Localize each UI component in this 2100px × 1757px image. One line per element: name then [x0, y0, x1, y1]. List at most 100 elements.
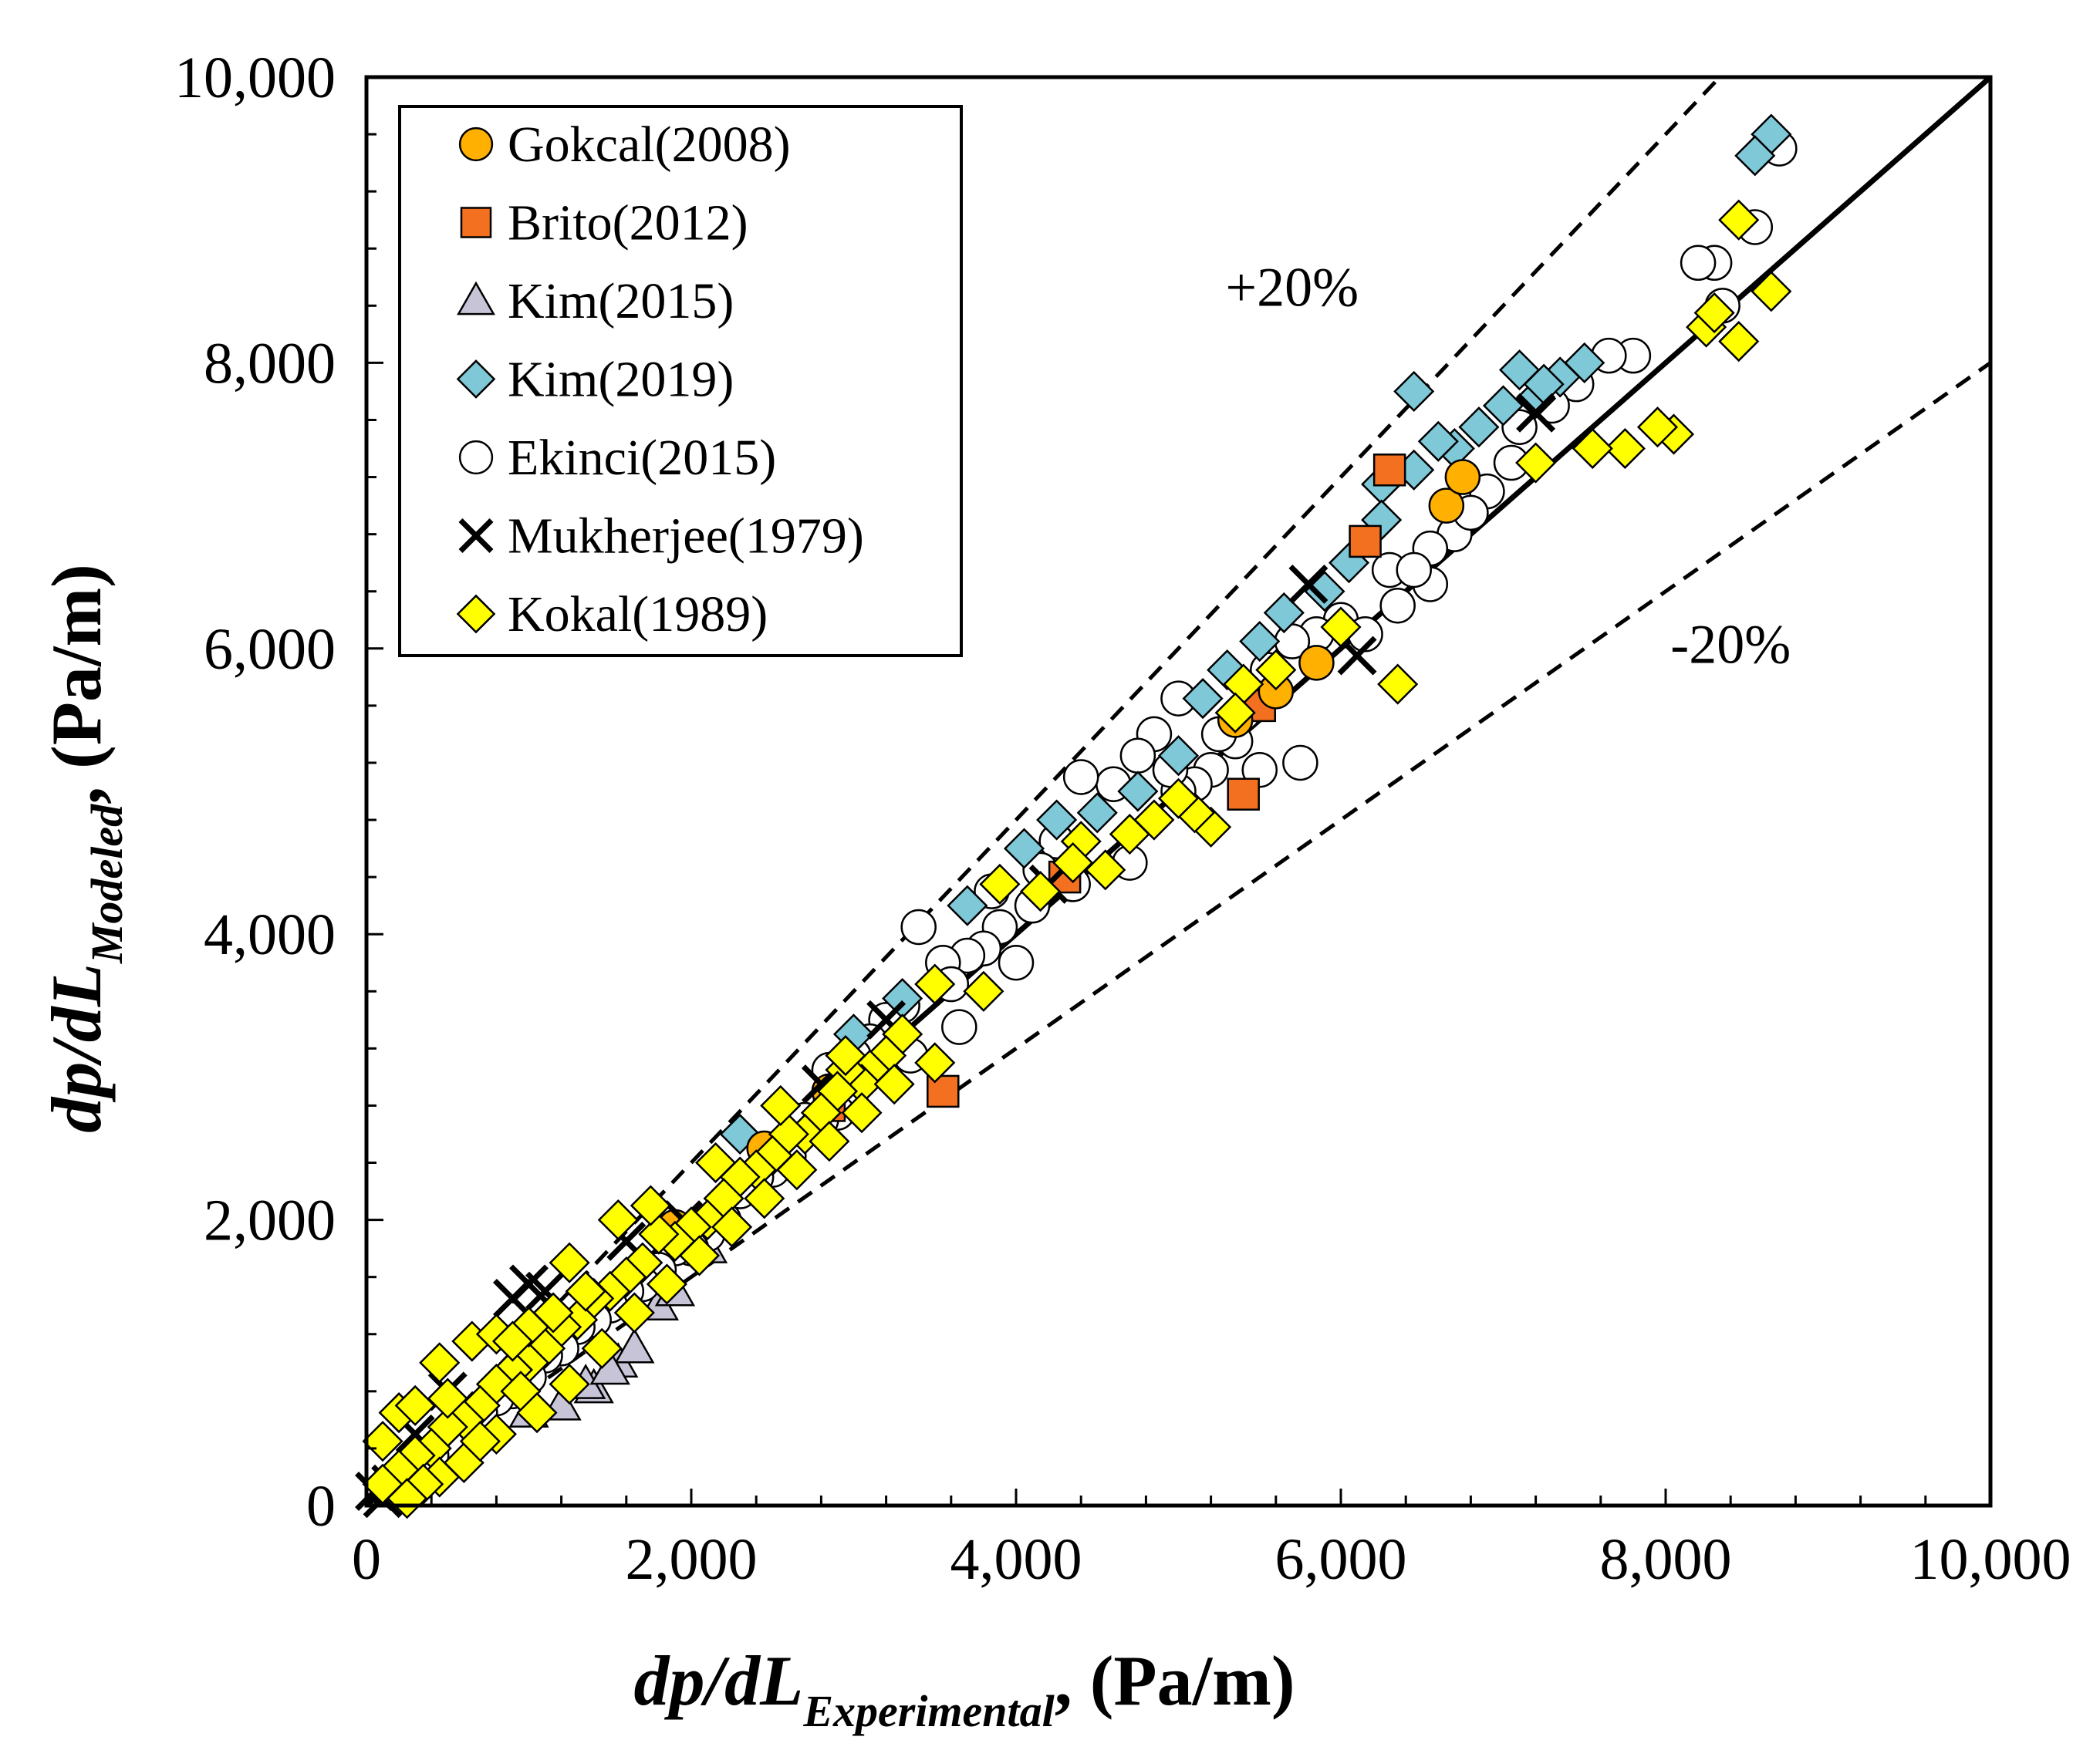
legend-marker — [458, 126, 494, 162]
data-point — [711, 1206, 753, 1248]
data-point — [1417, 420, 1459, 462]
x-marker-stroke — [395, 1414, 435, 1454]
x-axis-title-unit: , (Pa/m) — [1055, 1641, 1295, 1720]
data-point — [1693, 292, 1735, 334]
x-tick-label: 0 — [352, 1527, 381, 1592]
data-point — [1428, 487, 1465, 524]
data-point — [1119, 737, 1156, 774]
x-marker-stroke — [509, 1264, 549, 1304]
legend-label: Kim(2015) — [508, 273, 734, 329]
data-point — [1337, 636, 1377, 676]
data-point — [1182, 678, 1224, 720]
data-point — [1227, 777, 1260, 811]
data-point — [998, 944, 1035, 981]
x-marker-stroke — [525, 1271, 566, 1311]
data-point — [1444, 459, 1481, 495]
data-point — [979, 863, 1021, 905]
data-point — [1718, 199, 1760, 241]
reference-line-minus-20 — [365, 361, 1992, 1508]
data-point — [914, 963, 956, 1005]
y-tick-label: 8,000 — [204, 331, 336, 396]
plot-frame — [364, 75, 1993, 1508]
x-marker-stroke — [1516, 393, 1556, 433]
x-marker-stroke — [866, 1000, 907, 1040]
axis-ticks — [365, 76, 1992, 1507]
legend-marker — [456, 359, 496, 399]
legend-marker — [458, 440, 494, 475]
data-point — [362, 1421, 403, 1462]
data-point — [614, 1327, 655, 1364]
data-point — [459, 1421, 501, 1462]
data-point — [1458, 406, 1500, 448]
data-point — [1052, 842, 1094, 884]
data-point — [565, 1270, 606, 1312]
data-point — [1377, 663, 1419, 705]
y-tick-label: 0 — [306, 1474, 336, 1539]
data-point — [1157, 777, 1200, 819]
tick-labels: 0 2,000 4,000 6,000 8,000 10,000 0 2,000 4,000 6,… — [174, 46, 2071, 1592]
data-point — [744, 1178, 785, 1219]
data-point — [613, 1292, 655, 1334]
data-point — [1117, 771, 1159, 812]
data-point — [549, 1364, 590, 1405]
data-point — [1109, 813, 1150, 855]
data-point — [630, 1185, 671, 1226]
data-point — [1036, 799, 1078, 841]
data-point — [1393, 370, 1435, 413]
legend-marker — [456, 594, 496, 634]
data-point — [1718, 321, 1760, 363]
data-point — [947, 885, 988, 926]
legend-marker — [457, 281, 495, 315]
data-point — [678, 1235, 721, 1276]
y-axis-title: dp/dLModeled, (Pa/m) — [37, 564, 132, 1133]
data-point — [841, 1092, 883, 1134]
data-point — [516, 1392, 558, 1434]
data-point — [387, 1478, 428, 1519]
legend-label: Gokcal(2008) — [508, 116, 791, 173]
legend-label: Ekinci(2015) — [508, 430, 776, 486]
data-point — [1636, 406, 1679, 448]
x-tick-label: 10,000 — [1910, 1527, 2071, 1592]
x-axis-title-sub: Experimental — [802, 1686, 1055, 1736]
data-point — [1751, 271, 1792, 312]
legend-items: Gokcal(2008) Brito(2012) Kim(2015) Kim(2019… — [456, 116, 864, 642]
x-tick-label: 4,000 — [950, 1527, 1082, 1592]
x-marker-stroke — [458, 518, 494, 553]
y-axis-title-main: dp/dL — [37, 963, 116, 1133]
data-point — [914, 1042, 956, 1084]
data-point — [1157, 735, 1200, 777]
reference-line-plus-20 — [365, 76, 1721, 1507]
legend: Gokcal(2008) Brito(2012) Kim(2015) Kim(2019… — [398, 105, 963, 657]
data-point — [1379, 587, 1416, 624]
y-tick-label: 2,000 — [204, 1189, 336, 1253]
data-point — [1282, 744, 1318, 781]
data-point — [1372, 454, 1406, 487]
data-point — [1396, 551, 1432, 588]
legend-label: Kim(2019) — [508, 352, 734, 408]
data-point — [491, 1320, 534, 1362]
data-point — [1214, 692, 1256, 733]
data-point — [1515, 442, 1557, 484]
x-axis-title: dp/dLExperimental, (Pa/m) — [634, 1641, 1295, 1736]
x-tick-label: 6,000 — [1275, 1527, 1407, 1592]
band-annotation: -20% — [1670, 613, 1791, 675]
series-kim2019 — [719, 113, 1792, 1155]
x-tick-label: 8,000 — [1600, 1527, 1732, 1592]
data-point — [427, 1378, 468, 1419]
data-point — [532, 1292, 574, 1334]
data-point — [581, 1327, 623, 1369]
data-point — [1239, 620, 1281, 663]
data-point — [760, 1084, 802, 1127]
legend-label: Kokal(1989) — [508, 586, 768, 642]
data-point — [1062, 759, 1099, 795]
data-point — [1734, 135, 1776, 177]
data-point — [776, 1149, 818, 1191]
y-axis-title-unit: , (Pa/m) — [37, 564, 116, 804]
legend-marker — [458, 518, 494, 553]
x-marker-stroke — [1288, 564, 1329, 604]
data-point — [646, 1263, 687, 1305]
data-point — [1288, 564, 1329, 604]
y-tick-label: 4,000 — [204, 902, 336, 967]
band-annotation: +20% — [1226, 256, 1359, 318]
